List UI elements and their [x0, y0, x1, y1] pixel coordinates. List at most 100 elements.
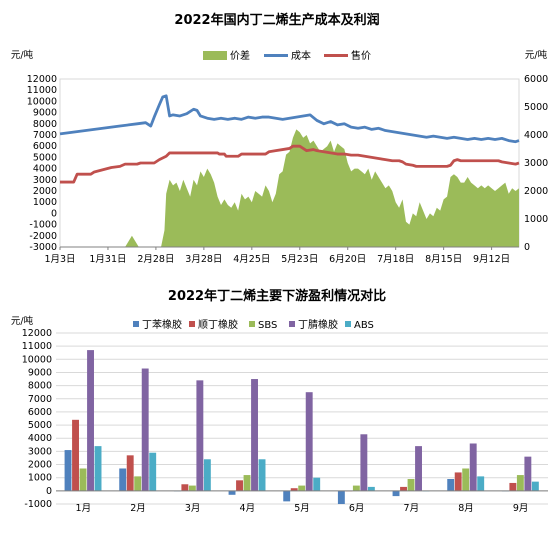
chart2-legend-swatch-3 — [289, 321, 295, 327]
chart2-x-tick-2: 3月 — [185, 503, 201, 514]
chart2-legend-label-0: 丁苯橡胶 — [142, 318, 182, 331]
chart2-bar-0-4 — [94, 446, 102, 491]
chart2-x-tick-6: 7月 — [404, 503, 420, 514]
chart2-bar-5-0 — [337, 490, 345, 504]
chart2-bar-1-0 — [119, 468, 127, 491]
chart2-bar-0-0 — [64, 450, 72, 491]
chart1-left-tick-4: 1000 — [33, 197, 57, 208]
chart1-x-tick-7: 7月18日 — [377, 254, 414, 265]
chart2-y-tick-9: 8000 — [28, 381, 52, 392]
chart2-x-tick-3: 4月 — [240, 503, 256, 514]
chart1-right-tick-5: 5000 — [524, 102, 548, 113]
chart2-x-tick-8: 9月 — [513, 503, 529, 514]
chart1-x-tick-1: 1月31日 — [89, 254, 126, 265]
chart2-bar-4-2 — [298, 485, 306, 491]
chart2-bar-6-3 — [415, 446, 422, 491]
chart2-x-tick-1: 2月 — [130, 503, 146, 514]
chart1-right-tick-1: 1000 — [524, 214, 548, 225]
chart2-y-tick-12: 11000 — [22, 341, 52, 352]
chart1-x-tick-4: 4月25日 — [233, 254, 270, 265]
chart1-legend: 价差 成本 售价 — [203, 49, 371, 62]
chart2-bar-8-4 — [531, 481, 539, 491]
chart1-legend-swatch-0 — [203, 51, 227, 60]
chart1-title: 2022年国内丁二烯生产成本及利润 — [174, 12, 379, 28]
chart2-legend-label-3: 丁腈橡胶 — [298, 318, 338, 331]
chart2-legend-label-2: SBS — [258, 320, 277, 331]
chart2-bar-2-2 — [188, 485, 196, 491]
chart2-y-tick-2: 1000 — [28, 473, 52, 484]
chart2-bar-2-1 — [181, 484, 189, 491]
chart1-right-tick-4: 4000 — [524, 130, 548, 141]
chart2-legend-label-4: ABS — [354, 320, 374, 331]
chart1-x-tick-6: 6月20日 — [329, 254, 366, 265]
chart1-left-tick-3: 0 — [51, 208, 57, 219]
chart2-bar-4-0 — [283, 490, 291, 502]
chart1-spread-series — [60, 129, 519, 247]
chart2-legend: 丁苯橡胶 顺丁橡胶 SBS 丁腈橡胶 ABS — [133, 318, 374, 331]
chart1-left-tick-13: 10000 — [27, 96, 57, 107]
chart1-right-tick-6: 6000 — [524, 74, 548, 85]
chart2-y-tick-11: 10000 — [22, 354, 52, 365]
chart2-x-tick-0: 1月 — [76, 503, 92, 514]
chart2-y-tick-1: 0 — [46, 486, 52, 497]
chart1-left-tick-5: 2000 — [33, 186, 57, 197]
chart1-right-unit: 元/吨 — [525, 49, 548, 61]
chart2-unit: 元/吨 — [11, 315, 34, 327]
chart2-bar-0-2 — [79, 468, 87, 491]
chart2-y-tick-4: 3000 — [28, 446, 52, 457]
chart2-bar-0-3 — [87, 350, 94, 491]
chart1-x-tick-5: 5月23日 — [281, 254, 318, 265]
chart1-left-tick-10: 7000 — [33, 130, 57, 141]
chart1-legend-label-2: 售价 — [351, 49, 371, 62]
chart1-left-tick-12: 9000 — [33, 108, 57, 119]
chart2-bar-5-3 — [360, 434, 368, 491]
chart2-y-tick-10: 9000 — [28, 367, 52, 378]
chart2-bar-3-1 — [236, 480, 243, 491]
chart2-y-tick-5: 4000 — [28, 433, 52, 444]
chart2-bar-7-3 — [469, 443, 477, 491]
chart2-legend-swatch-2 — [249, 321, 255, 327]
chart2-bar-8-3 — [524, 456, 532, 491]
chart1-left-tick-2: -1000 — [29, 220, 57, 231]
chart2-bar-8-2 — [516, 475, 524, 491]
chart2-bar-7-0 — [447, 479, 455, 491]
chart2-bar-5-4 — [367, 486, 375, 491]
chart2-legend-label-1: 顺丁橡胶 — [198, 318, 238, 331]
chart2-y-tick-0: -1000 — [24, 499, 52, 510]
chart1-legend-label-0: 价差 — [230, 49, 250, 62]
chart1-spread-area — [60, 129, 519, 247]
chart2-title: 2022年丁二烯主要下游盈利情况对比 — [168, 288, 386, 304]
chart2-bar-1-1 — [126, 455, 134, 491]
chart2-y-tick-7: 6000 — [28, 407, 52, 418]
chart2-bar-0-1 — [72, 419, 79, 491]
chart2-bar-7-2 — [462, 468, 470, 491]
chart2-legend-swatch-0 — [133, 321, 139, 327]
chart1-lines — [59, 94, 520, 184]
chart1-right-tick-2: 2000 — [524, 186, 548, 197]
chart1-left-tick-7: 4000 — [33, 164, 57, 175]
chart2-bar-6-0 — [392, 490, 400, 497]
chart2-bar-3-2 — [243, 475, 251, 491]
chart1-right-tick-0: 0 — [524, 242, 530, 253]
chart2-bar-3-4 — [258, 459, 266, 491]
chart2-x-tick-5: 6月 — [349, 503, 365, 514]
chart2-y-tick-6: 5000 — [28, 420, 52, 431]
chart2-bar-2-4 — [203, 459, 211, 491]
chart2-bars — [64, 350, 539, 504]
chart2-bar-8-1 — [509, 482, 517, 491]
chart1-cost-line — [59, 94, 520, 144]
chart2-x-tick-7: 8月 — [458, 503, 474, 514]
chart2-bar-4-4 — [313, 477, 321, 491]
chart1-left-tick-15: 12000 — [27, 74, 57, 85]
chart2-bar-2-3 — [196, 380, 204, 491]
chart1-left-tick-6: 3000 — [33, 175, 57, 186]
chart2-bar-6-1 — [400, 486, 407, 491]
chart1-x-tick-8: 8月15日 — [425, 254, 462, 265]
chart1-right-tick-3: 3000 — [524, 158, 548, 169]
chart2-bar-6-2 — [407, 479, 415, 491]
chart2-bar-5-2 — [352, 485, 360, 491]
chart2-legend-swatch-4 — [345, 321, 351, 327]
chart2-bar-4-1 — [290, 488, 298, 491]
chart2-y-tick-3: 2000 — [28, 460, 52, 471]
